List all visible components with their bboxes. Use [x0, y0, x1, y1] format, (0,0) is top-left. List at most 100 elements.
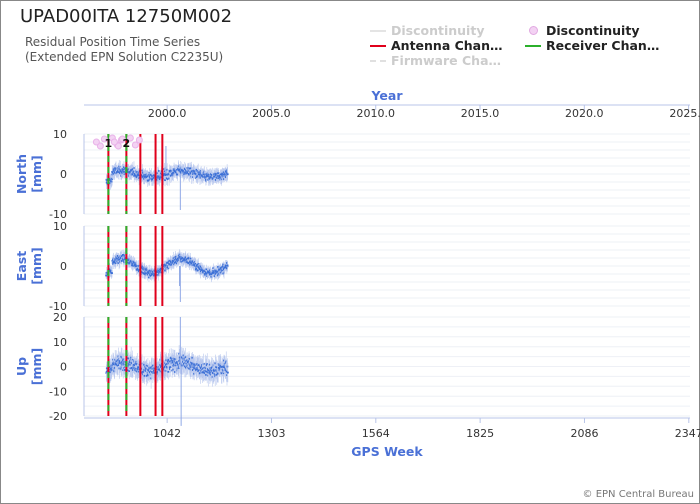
- up-data-point: [120, 367, 123, 370]
- east-data-point: [224, 266, 226, 269]
- north-data-point: [225, 174, 228, 176]
- up-data-point: [116, 364, 119, 367]
- north-data-point: [159, 175, 162, 178]
- north-data-point: [226, 172, 229, 175]
- east-data-point: [178, 253, 181, 256]
- north-data-point: [195, 168, 198, 171]
- east-data-point: [123, 261, 126, 264]
- north-data-point: [144, 173, 147, 176]
- up-data-point: [205, 373, 207, 376]
- east-data-point: [225, 264, 228, 267]
- north-data-point: [111, 173, 114, 176]
- discontinuity-marker: [126, 134, 134, 142]
- up-data-point: [164, 366, 167, 368]
- up-data-point: [186, 359, 189, 362]
- east-data-point: [133, 265, 136, 267]
- up-data-point: [184, 366, 187, 369]
- discontinuity-number-label: 1: [105, 137, 113, 150]
- north-data-point: [207, 178, 210, 181]
- up-data-point: [215, 366, 218, 369]
- discontinuity-marker: [118, 135, 126, 143]
- up-data-point: [194, 364, 197, 367]
- north-data-point: [168, 177, 170, 180]
- north-data-point: [127, 168, 130, 171]
- east-data-point: [174, 257, 177, 260]
- up-y-tick-label: -20: [49, 410, 67, 423]
- north-data-point: [110, 180, 113, 183]
- up-data-point: [226, 371, 229, 374]
- east-data-point: [200, 270, 202, 273]
- north-data-point: [217, 172, 220, 175]
- up-data-point: [199, 372, 202, 374]
- up-data-point: [113, 370, 116, 373]
- gps-week-tick-label: 1303: [257, 427, 285, 440]
- up-data-point: [148, 367, 151, 370]
- east-data-point: [204, 273, 207, 276]
- north-data-point: [207, 175, 210, 178]
- north-data-point: [208, 177, 211, 180]
- north-data-point: [156, 178, 159, 181]
- north-data-point: [129, 171, 132, 174]
- north-data-point: [119, 169, 122, 172]
- east-data-point: [111, 272, 113, 275]
- north-data-point: [199, 170, 202, 172]
- up-data-point: [143, 374, 146, 377]
- east-data-point: [157, 273, 160, 276]
- east-data-point: [133, 262, 136, 264]
- chart-subtitle-line1: Residual Position Time Series: [25, 35, 201, 49]
- legend-firmware-swatch: [370, 60, 386, 62]
- up-data-point: [193, 365, 196, 368]
- north-data-point: [195, 172, 198, 175]
- east-data-point: [148, 271, 151, 274]
- chart-title: UPAD00ITA 12750M002: [20, 6, 233, 27]
- up-data-point: [168, 368, 171, 370]
- east-data-point: [141, 265, 144, 268]
- east-data-point: [167, 261, 170, 264]
- up-data-point: [196, 362, 199, 365]
- discontinuity-marker: [92, 138, 100, 146]
- gps-week-tick-label: 1564: [362, 427, 390, 440]
- north-data-point: [175, 171, 178, 174]
- east-data-point: [150, 274, 153, 276]
- up-data-point: [123, 360, 126, 363]
- up-data-point: [128, 363, 131, 366]
- north-data-point: [157, 170, 160, 172]
- year-tick-label: 2015.0: [461, 107, 500, 120]
- east-data-point: [124, 257, 127, 259]
- east-data-point: [217, 270, 220, 273]
- north-data-point: [197, 173, 200, 176]
- up-data-point: [149, 370, 152, 373]
- north-y-tick-label: 0: [60, 168, 67, 181]
- up-data-point: [195, 368, 198, 371]
- east-y-tick-label: 0: [60, 260, 67, 273]
- north-data-point: [155, 176, 158, 179]
- east-data-point: [160, 269, 162, 271]
- east-data-point: [144, 270, 147, 273]
- east-data-point: [188, 257, 190, 260]
- north-data-point: [147, 175, 149, 178]
- east-data-point: [220, 269, 223, 272]
- legend-label: Receiver Chan…: [546, 38, 660, 53]
- up-data-point: [185, 365, 188, 368]
- up-data-point: [208, 363, 211, 366]
- legend-antenna-swatch: [370, 45, 386, 47]
- up-data-point: [188, 360, 190, 363]
- up-data-point: [223, 359, 225, 362]
- north-data-point: [224, 176, 227, 178]
- east-data-point: [194, 268, 197, 271]
- north-data-point: [212, 175, 215, 178]
- up-data-point: [175, 362, 178, 364]
- up-data-point: [142, 370, 144, 373]
- legend-discontinuity-line-swatch: [370, 30, 386, 32]
- north-panel-label: North: [14, 154, 29, 194]
- north-data-point: [118, 167, 121, 170]
- up-y-tick-label: 10: [53, 336, 67, 349]
- east-data-point: [172, 257, 175, 259]
- legend-discontinuity-marker-swatch: [529, 26, 538, 35]
- east-data-point: [152, 271, 154, 273]
- east-data-point: [165, 266, 168, 269]
- up-data-point: [170, 356, 173, 359]
- up-data-point: [165, 363, 167, 366]
